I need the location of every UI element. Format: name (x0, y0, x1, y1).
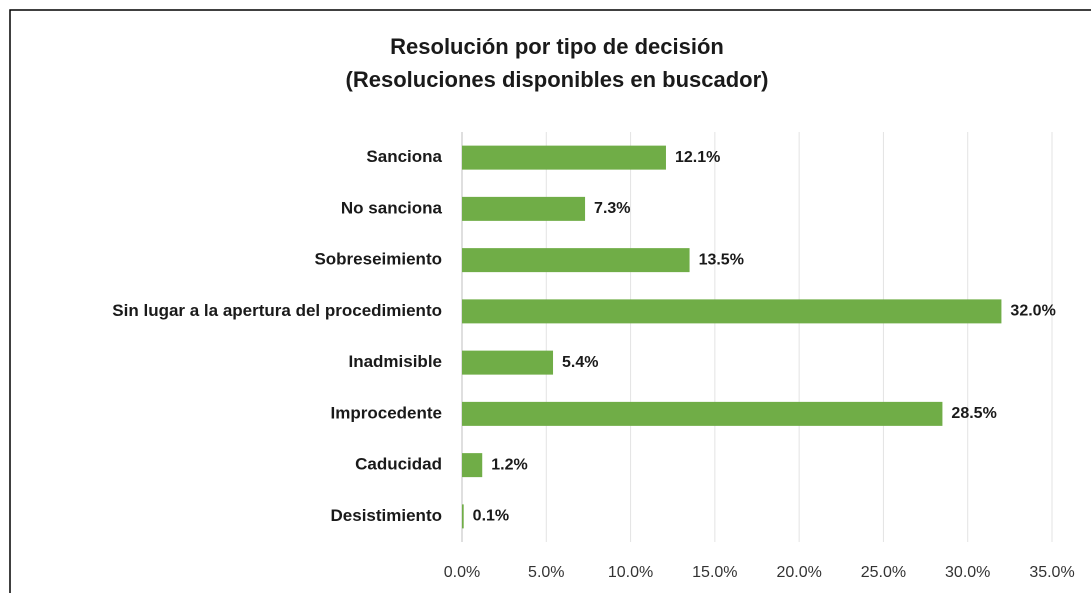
bar (462, 504, 464, 529)
bar (462, 196, 586, 221)
bar (462, 299, 1002, 324)
x-tick-label: 25.0% (861, 564, 906, 581)
bar (462, 248, 690, 273)
data-label: 7.3% (594, 200, 630, 217)
x-tick-label: 5.0% (528, 564, 564, 581)
y-tick-label: Caducidad (355, 455, 442, 474)
y-tick-label: Desistimiento (331, 506, 442, 525)
bar (462, 145, 666, 170)
data-label: 13.5% (699, 251, 744, 268)
y-tick-label: Sobreseimiento (314, 250, 442, 269)
data-label: 1.2% (491, 456, 527, 473)
bar (462, 401, 943, 426)
data-label: 0.1% (473, 508, 509, 525)
data-label: 28.5% (951, 405, 996, 422)
y-tick-label: Sin lugar a la apertura del procedimient… (112, 301, 442, 320)
x-tick-label: 0.0% (444, 564, 480, 581)
x-tick-label: 15.0% (692, 564, 737, 581)
x-tick-label: 10.0% (608, 564, 653, 581)
chart-title: Resolución por tipo de decisión (390, 34, 724, 59)
data-label: 5.4% (562, 354, 598, 371)
data-label: 12.1% (675, 149, 720, 166)
y-tick-label: Sanciona (366, 147, 442, 166)
x-tick-label: 35.0% (1029, 564, 1074, 581)
chart-subtitle: (Resoluciones disponibles en buscador) (346, 67, 769, 92)
bar (462, 453, 483, 478)
frame (9, 9, 1091, 593)
y-tick-label: Inadmisible (348, 352, 442, 371)
y-tick-label: Improcedente (331, 403, 442, 422)
data-label: 32.0% (1010, 303, 1055, 320)
y-tick-label: No sanciona (341, 198, 443, 217)
x-tick-label: 30.0% (945, 564, 990, 581)
x-tick-label: 20.0% (776, 564, 821, 581)
bar (462, 350, 554, 375)
